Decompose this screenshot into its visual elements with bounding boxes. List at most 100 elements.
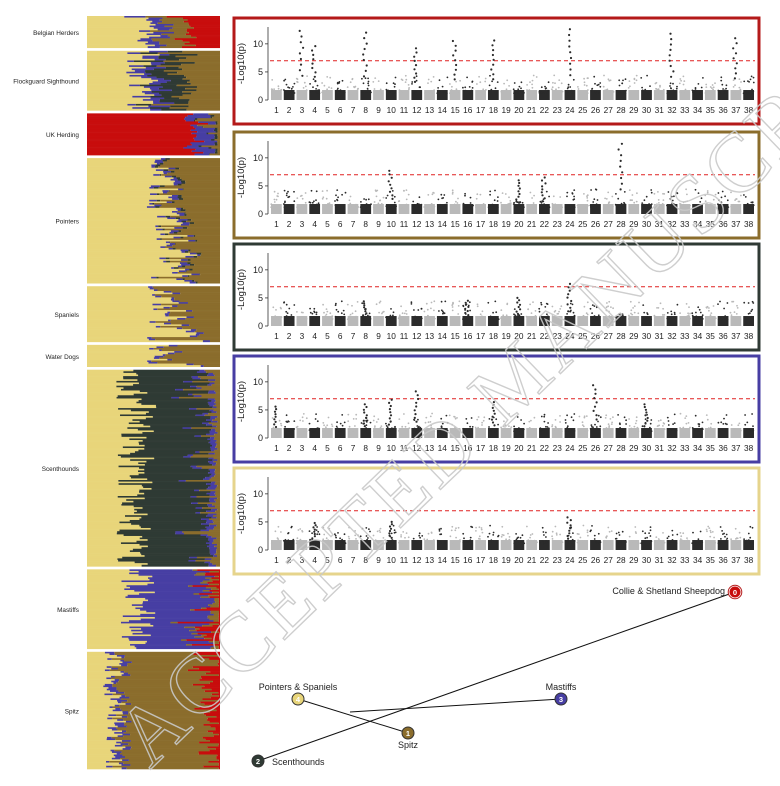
snp-peak-point — [312, 58, 314, 60]
snp-peak-point — [388, 532, 390, 534]
snp-point — [301, 316, 303, 318]
snp-point — [556, 532, 558, 534]
snp-point — [411, 81, 413, 83]
snp-point — [725, 423, 727, 425]
snp-point — [713, 86, 715, 88]
snp-point — [455, 206, 457, 208]
snp-point — [559, 534, 561, 536]
snp-point — [573, 189, 575, 191]
x-tick-label: 21 — [527, 443, 537, 453]
x-tick-label: 2 — [287, 219, 292, 229]
structure-bar — [209, 153, 210, 155]
snp-point — [720, 421, 722, 423]
snp-point — [287, 312, 289, 314]
snp-peak-point — [314, 76, 316, 78]
snp-point — [749, 542, 751, 544]
snp-point — [685, 541, 687, 543]
snp-peak-point — [391, 521, 393, 523]
snp-band — [667, 428, 678, 438]
snp-point — [477, 542, 479, 544]
tree-node-label: Scenthounds — [272, 757, 325, 767]
snp-point — [606, 198, 608, 200]
snp-point — [712, 531, 714, 533]
snp-point — [279, 318, 281, 320]
structure-bar — [195, 153, 210, 155]
snp-point — [577, 429, 579, 431]
snp-peak-point — [464, 312, 466, 314]
snp-point — [458, 305, 460, 307]
snp-point — [736, 305, 738, 307]
snp-point — [501, 534, 503, 536]
snp-point — [292, 86, 294, 88]
snp-point — [710, 314, 712, 316]
snp-peak-point — [596, 401, 598, 403]
snp-point — [347, 318, 349, 320]
snp-point — [672, 83, 674, 85]
snp-point — [611, 423, 613, 425]
snp-point — [710, 532, 712, 534]
snp-point — [434, 206, 436, 208]
snp-point — [458, 527, 460, 529]
snp-point — [608, 311, 610, 313]
snp-point — [475, 527, 477, 529]
snp-point — [538, 308, 540, 310]
snp-peak-point — [645, 411, 647, 413]
x-tick-label: 33 — [680, 105, 690, 115]
snp-point — [365, 542, 367, 544]
snp-point — [586, 415, 588, 417]
snp-point — [438, 310, 440, 312]
snp-band — [718, 204, 729, 214]
snp-point — [536, 541, 538, 543]
snp-point — [738, 318, 740, 320]
snp-point — [494, 190, 496, 192]
x-tick-label: 34 — [693, 331, 703, 341]
snp-peak-point — [519, 187, 521, 189]
snp-point — [392, 315, 394, 317]
snp-point — [712, 318, 714, 320]
snp-peak-point — [467, 306, 469, 308]
snp-peak-point — [594, 393, 596, 395]
snp-point — [427, 194, 429, 196]
snp-point — [681, 540, 683, 542]
snp-point — [401, 79, 403, 81]
snp-point — [290, 318, 292, 320]
snp-point — [353, 318, 355, 320]
snp-point — [452, 193, 454, 195]
snp-point — [583, 525, 585, 527]
y-tick-label: 0 — [258, 95, 263, 105]
snp-point — [697, 430, 699, 432]
group-label: Water Dogs — [45, 354, 79, 361]
snp-point — [722, 191, 724, 193]
snp-point — [427, 206, 429, 208]
snp-point — [442, 86, 444, 88]
structure-bar — [127, 767, 219, 769]
snp-point — [408, 194, 410, 196]
snp-point — [509, 536, 511, 538]
snp-point — [491, 318, 493, 320]
snp-peak-point — [363, 59, 365, 61]
snp-point — [618, 79, 620, 81]
snp-peak-point — [644, 422, 646, 424]
snp-point — [444, 301, 446, 303]
snp-point — [585, 429, 587, 431]
snp-point — [277, 206, 279, 208]
snp-band — [590, 428, 601, 438]
snp-point — [455, 527, 457, 529]
snp-point — [439, 79, 441, 81]
snp-point — [551, 535, 553, 537]
snp-point — [750, 430, 752, 432]
snp-point — [297, 537, 299, 539]
snp-point — [502, 314, 504, 316]
snp-point — [735, 428, 737, 430]
snp-point — [573, 419, 575, 421]
snp-point — [594, 424, 596, 426]
snp-point — [749, 312, 751, 314]
snp-point — [425, 422, 427, 424]
snp-point — [309, 423, 311, 425]
snp-band — [565, 90, 576, 100]
y-axis-label: -Log10(p) — [236, 381, 247, 422]
snp-point — [288, 532, 290, 534]
snp-peak-point — [491, 419, 493, 421]
snp-point — [724, 318, 726, 320]
snp-point — [299, 528, 301, 530]
